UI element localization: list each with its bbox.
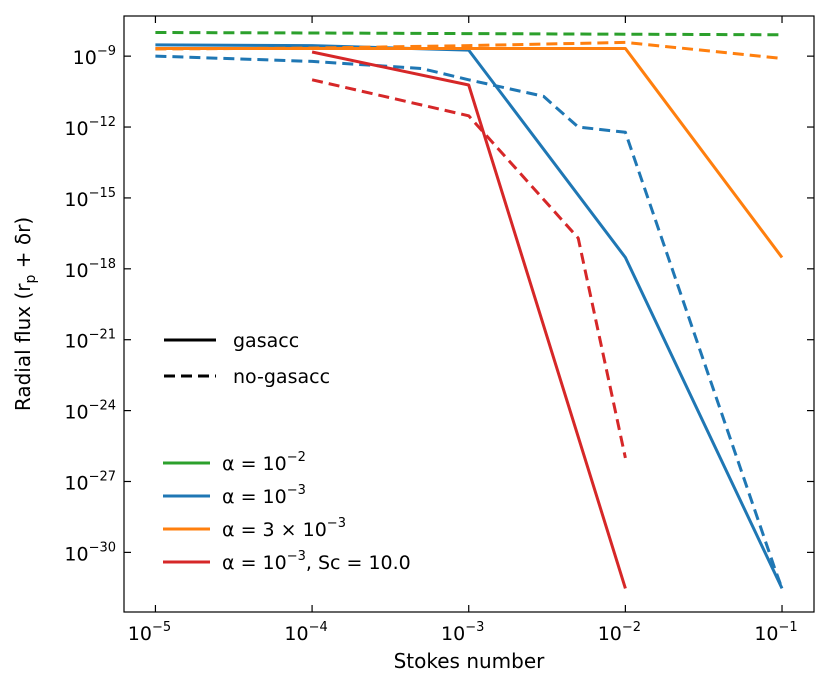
y-tick-label-5: 10−21: [64, 328, 116, 353]
x-tick-label-2: 10−4: [284, 620, 327, 645]
x-tick-label-4: 10−2: [598, 620, 641, 645]
series-line-2: [155, 43, 784, 590]
legend-series: α = 10−2 α = 10−3 α = 3 × 10−3 α = 10−3, Sc…: [163, 450, 411, 574]
series-line-3: [155, 54, 784, 589]
x-tick-label-1: 10−5: [128, 620, 171, 645]
y-axis-label-sub: p: [23, 274, 39, 283]
series-line-6: [311, 50, 627, 589]
y-tick-label-8: 10−30: [64, 540, 116, 565]
legend-linestyle: gasacc no-gasacc: [164, 330, 330, 388]
legend-color-label-4: α = 10−3, Sc = 10.0: [222, 549, 411, 574]
y-tick-label-1: 10−9: [73, 44, 116, 69]
x-tick-label-5: 10−1: [754, 620, 797, 645]
series-line-5: [155, 40, 783, 60]
series-line-7: [311, 78, 627, 459]
y-axis-label: Radial flux (rp + δr): [11, 217, 39, 411]
y-tick-label-2: 10−12: [64, 115, 116, 140]
series-layer: [155, 31, 784, 590]
x-axis-label: Stokes number: [394, 649, 546, 673]
series-line-1: [155, 31, 783, 37]
legend-style-label-1: gasacc: [233, 330, 299, 352]
legend-style-label-2: no-gasacc: [233, 366, 330, 388]
y-tick-label-4: 10−18: [64, 257, 116, 282]
legend-color-label-3: α = 3 × 10−3: [222, 516, 346, 541]
legend-color-label-2: α = 10−3: [222, 483, 306, 508]
y-tick-label-7: 10−27: [64, 469, 116, 494]
tick-layer: 10−5 10−4 10−3 10−2 10−1 10−9 10−12 10−15 10−18 1…: [64, 16, 814, 645]
legend-color-label-1: α = 10−2: [222, 450, 306, 475]
y-tick-label-3: 10−15: [64, 186, 116, 211]
y-axis-label-main: Radial flux (r: [11, 283, 35, 411]
x-tick-label-3: 10−3: [441, 620, 484, 645]
y-axis-label-tail: + δr): [11, 217, 35, 275]
y-tick-label-6: 10−24: [64, 399, 116, 424]
